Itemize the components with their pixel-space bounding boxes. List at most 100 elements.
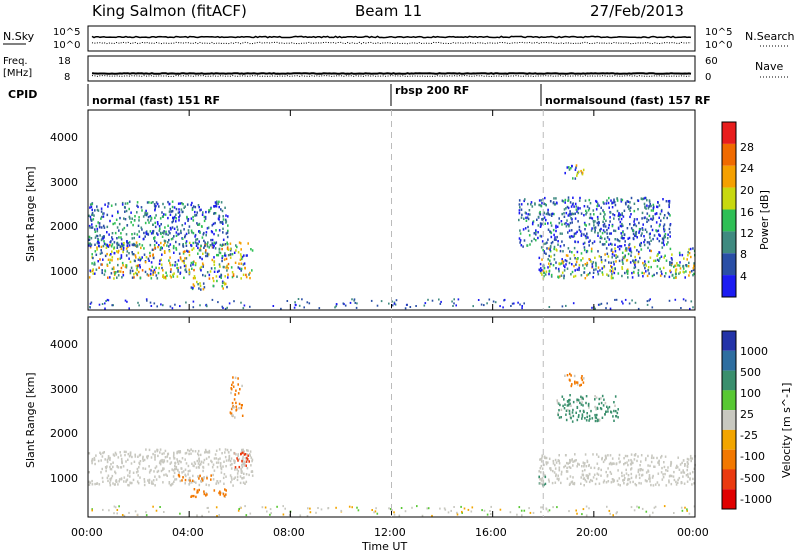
echo-cell bbox=[136, 211, 138, 214]
echo-cell bbox=[152, 256, 155, 260]
echo-cell bbox=[404, 510, 407, 513]
echo-cell bbox=[543, 463, 545, 467]
echo-cell bbox=[243, 450, 245, 453]
echo-cell bbox=[627, 237, 629, 240]
echo-cell bbox=[181, 259, 184, 263]
echo-cell bbox=[553, 247, 555, 251]
echo-cell bbox=[602, 273, 604, 276]
echo-cell bbox=[586, 261, 588, 265]
echo-cell bbox=[589, 239, 591, 242]
echo-cell bbox=[234, 460, 236, 463]
echo-cell bbox=[198, 488, 200, 492]
echo-cell bbox=[510, 305, 512, 307]
echo-cell bbox=[602, 481, 605, 484]
echo-cell bbox=[613, 217, 615, 220]
echo-cell bbox=[227, 276, 229, 279]
echo-cell bbox=[107, 457, 110, 460]
echo-cell bbox=[197, 283, 199, 286]
echo-cell bbox=[524, 198, 526, 201]
echo-cell bbox=[646, 220, 648, 223]
echo-cell bbox=[202, 273, 204, 277]
echo-cell bbox=[117, 466, 120, 469]
echo-cell bbox=[184, 478, 187, 482]
echo-cell bbox=[88, 452, 91, 455]
echo-cell bbox=[635, 484, 638, 487]
echo-cell bbox=[160, 246, 163, 249]
echo-cell bbox=[571, 263, 573, 266]
echo-cell bbox=[154, 450, 156, 453]
echo-cell bbox=[106, 252, 108, 256]
echo-cell bbox=[543, 251, 546, 255]
echo-cell bbox=[564, 198, 567, 202]
echo-cell bbox=[568, 261, 571, 265]
echo-cell bbox=[226, 285, 228, 289]
power-cbar-tick-8: 8 bbox=[740, 248, 747, 261]
echo-cell bbox=[210, 230, 213, 233]
echo-cell bbox=[236, 275, 238, 278]
echo-cell bbox=[518, 506, 521, 509]
echo-cell bbox=[102, 508, 104, 511]
echo-cell bbox=[229, 256, 232, 259]
power-cbar-tick-16: 16 bbox=[740, 206, 754, 219]
echo-cell bbox=[607, 480, 610, 483]
echo-cell bbox=[233, 459, 235, 462]
echo-cell bbox=[124, 299, 127, 302]
echo-cell bbox=[591, 417, 594, 420]
echo-cell bbox=[128, 244, 131, 247]
echo-cell bbox=[615, 462, 618, 465]
noise-sky-trace bbox=[91, 35, 692, 39]
echo-cell bbox=[110, 468, 113, 471]
echo-cell bbox=[171, 468, 173, 471]
echo-cell bbox=[615, 512, 618, 515]
echo-cell bbox=[552, 264, 555, 267]
echo-cell bbox=[618, 212, 620, 215]
echo-cell bbox=[229, 253, 232, 256]
echo-cell bbox=[584, 462, 586, 465]
echo-cell bbox=[202, 288, 205, 291]
echo-cell bbox=[652, 237, 654, 241]
echo-cell bbox=[242, 451, 244, 454]
echo-cell bbox=[649, 232, 651, 235]
echo-cell bbox=[578, 199, 581, 202]
colorbar-swatch bbox=[722, 253, 736, 276]
echo-cell bbox=[567, 404, 570, 407]
echo-cell bbox=[95, 253, 98, 256]
echo-cell bbox=[568, 510, 570, 513]
echo-cell bbox=[204, 241, 206, 244]
echo-cell bbox=[571, 203, 574, 206]
echo-cell bbox=[246, 449, 248, 452]
echo-cell bbox=[96, 234, 99, 238]
echo-cell bbox=[127, 458, 129, 461]
echo-cell bbox=[237, 509, 240, 512]
echo-cell bbox=[245, 464, 247, 467]
echo-cell bbox=[596, 407, 599, 410]
echo-cell bbox=[136, 272, 138, 276]
echo-cell bbox=[621, 474, 623, 478]
echo-cell bbox=[600, 235, 602, 238]
echo-cell bbox=[637, 272, 639, 275]
echo-cell bbox=[693, 467, 696, 470]
echo-cell bbox=[165, 232, 167, 236]
echo-cell bbox=[660, 471, 663, 474]
echo-cell bbox=[91, 269, 94, 272]
echo-cell bbox=[111, 214, 114, 218]
echo-cell bbox=[211, 258, 214, 262]
echo-cell bbox=[618, 239, 621, 243]
echo-cell bbox=[215, 457, 218, 460]
echo-cell bbox=[185, 240, 188, 243]
echo-cell bbox=[157, 222, 159, 226]
echo-cell bbox=[470, 510, 473, 513]
echo-cell bbox=[251, 474, 254, 477]
echo-cell bbox=[109, 484, 112, 487]
echo-cell bbox=[180, 231, 182, 235]
echo-cell bbox=[633, 202, 636, 205]
echo-cell bbox=[109, 479, 112, 482]
echo-cell bbox=[597, 473, 600, 476]
echo-cell bbox=[638, 229, 641, 233]
echo-cell bbox=[174, 261, 177, 264]
echo-cell bbox=[128, 307, 130, 310]
echo-cell bbox=[527, 225, 529, 229]
echo-cell bbox=[164, 226, 166, 229]
echo-cell bbox=[221, 247, 223, 251]
power-colorbar-label: Power [dB] bbox=[758, 190, 771, 250]
